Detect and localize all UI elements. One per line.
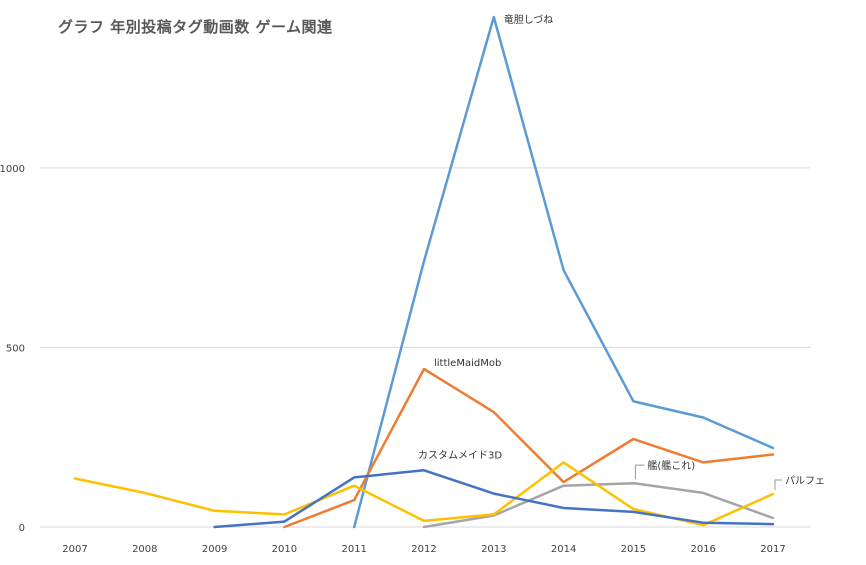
leader-line-2 [634,464,645,480]
x-tick-label: 2015 [621,544,646,555]
x-tick-label: 2011 [341,544,366,555]
series-line-2 [422,481,775,529]
x-tick-label: 2008 [132,544,157,555]
series-label-2: 艦(艦これ) [647,459,695,472]
x-tick-label: 2012 [411,544,436,555]
y-tick-label: 1000 [0,164,25,175]
y-tick-label: 0 [19,523,25,534]
x-tick-label: 2007 [62,544,87,555]
x-tick-label: 2009 [202,544,227,555]
x-tick-label: 2010 [272,544,297,555]
series-label-3: パルフェ [785,475,825,487]
leader-line-3 [774,479,782,490]
series-label-0: 竜胆しづね [504,13,553,26]
series-label-4: カスタムメイド3D [418,449,502,461]
series-line-0 [352,15,775,529]
x-tick-label: 2013 [481,544,506,555]
series-label-1: littleMaidMob [434,358,501,369]
chart-title: グラフ 年別投稿タグ動画数 ゲーム関連 [58,18,333,36]
x-tick-label: 2016 [690,544,715,555]
x-tick-label: 2017 [760,544,785,555]
x-tick-label: 2014 [551,544,576,555]
series-line-4 [213,469,775,529]
y-tick-label: 500 [6,343,25,354]
series-line-1 [283,367,775,529]
